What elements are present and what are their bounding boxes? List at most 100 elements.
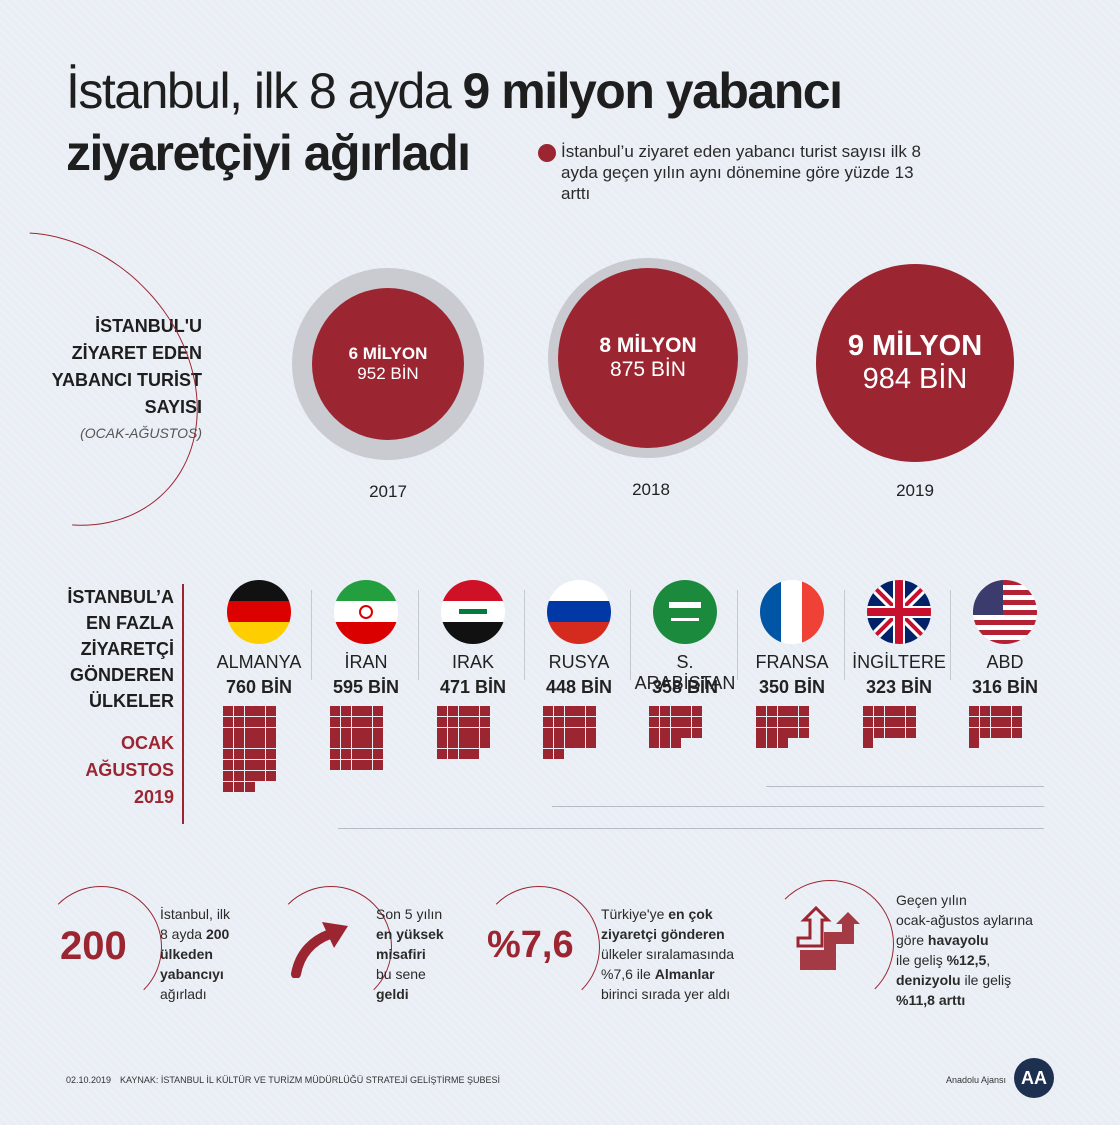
bar-square	[266, 716, 277, 727]
bar-square	[255, 727, 266, 738]
bar-square	[447, 738, 458, 749]
stat-text-2: Son 5 yılın en yüksek misafiri bu sene geldi	[376, 906, 444, 1002]
bubble-minor: 952 BİN	[357, 364, 419, 383]
bar-square	[895, 716, 906, 727]
bar-square	[649, 716, 659, 727]
bar-square	[906, 706, 917, 716]
country-name: S. ARABİSTAN	[634, 652, 736, 693]
bar-square	[575, 738, 586, 749]
bar-square	[649, 738, 659, 749]
bar-square	[469, 738, 480, 749]
bar-square	[873, 716, 884, 727]
stat-arc	[40, 886, 162, 1008]
bar-square	[659, 706, 670, 716]
bar-square	[373, 727, 384, 738]
bar-square	[990, 706, 1001, 716]
bar-square	[777, 727, 788, 738]
bar-square	[873, 727, 884, 738]
bar-square	[340, 760, 351, 770]
bar-square	[373, 738, 384, 749]
bar-square	[649, 706, 659, 716]
summary-bullet-icon	[538, 144, 556, 162]
column-divider	[418, 590, 419, 680]
bar-square	[266, 727, 277, 738]
bar-square	[670, 706, 681, 716]
bar-square	[330, 716, 340, 727]
bar-square	[564, 706, 575, 716]
bar-square	[586, 738, 597, 749]
country-value-label: 316 BİN	[971, 677, 1039, 697]
guide-line	[338, 828, 1044, 829]
stat-text-4: Geçen yılın ocak-ağustos aylarına göre hav…	[896, 892, 1033, 1008]
bar-square	[362, 760, 373, 770]
bar-square	[233, 760, 244, 770]
bar-square	[543, 706, 553, 716]
bar-square	[244, 749, 255, 760]
country-name: ABD	[986, 652, 1024, 672]
bar-square	[799, 716, 810, 727]
country-value-label: 350 BİN	[758, 677, 826, 697]
bar-square	[553, 738, 564, 749]
bar-square	[553, 706, 564, 716]
bar-square	[233, 716, 244, 727]
bar-square	[681, 706, 692, 716]
countries-label-line: ÜLKELER	[89, 691, 174, 711]
country-value-label: 471 BİN	[439, 677, 507, 697]
bar-square	[223, 706, 233, 716]
footer-date: 02.10.2019	[66, 1075, 112, 1085]
bar-square	[447, 716, 458, 727]
double-arrow-up-icon	[796, 906, 860, 970]
bar-square	[799, 706, 810, 716]
bar-square	[586, 706, 597, 716]
bar-square	[543, 727, 553, 738]
bar-square	[1001, 706, 1012, 716]
bar-square	[659, 727, 670, 738]
bar-square	[681, 727, 692, 738]
countries-label-line: EN FAZLA	[86, 613, 174, 633]
bar-square	[969, 727, 979, 738]
bubble-minor: 875 BİN	[610, 358, 686, 381]
bar-square	[777, 706, 788, 716]
bar-square	[575, 706, 586, 716]
bubble-2019: 9 MİLYON 984 BİN	[816, 264, 1014, 462]
footer-agency: Anadolu Ajansı	[946, 1075, 1007, 1085]
bar-square	[362, 749, 373, 760]
usa-flag-icon	[973, 580, 1037, 644]
bar-square	[863, 738, 873, 749]
germany-flag-icon	[227, 580, 291, 644]
stat-big-number: 200	[60, 924, 127, 968]
bar-square	[553, 749, 564, 760]
column-divider	[844, 590, 845, 680]
bar-square	[766, 706, 777, 716]
bar-square	[979, 706, 990, 716]
bar-square	[756, 716, 766, 727]
summary-text: İstanbul’u ziyaret eden yabancı turist s…	[561, 142, 922, 203]
bar-square	[863, 716, 873, 727]
bubble-2018: 8 MİLYON 875 BİN	[558, 268, 738, 448]
bar-square	[340, 727, 351, 738]
bar-square	[244, 727, 255, 738]
visitors-period: (OCAK-AĞUSTOS)	[80, 425, 202, 441]
bar-square	[692, 727, 703, 738]
bubble-minor: 984 BİN	[862, 363, 968, 395]
countries-label-line: GÖNDEREN	[69, 665, 174, 685]
bar-square	[863, 727, 873, 738]
aa-logo: AA	[1014, 1058, 1054, 1098]
bar-square	[692, 706, 703, 716]
bar-square	[553, 727, 564, 738]
bar-square	[788, 706, 799, 716]
bar-square	[766, 738, 777, 749]
title-regular: İstanbul, ilk 8 ayda	[66, 63, 452, 119]
bar-square	[330, 738, 340, 749]
bar-square	[266, 760, 277, 770]
bar-square	[437, 706, 447, 716]
bar-square	[777, 716, 788, 727]
bar-square	[255, 738, 266, 749]
bar-square	[255, 716, 266, 727]
bar-square	[437, 738, 447, 749]
bar-square	[799, 727, 810, 738]
country-name: İRAN	[344, 652, 388, 672]
bar-square	[223, 716, 233, 727]
bar-square	[266, 738, 277, 749]
visitors-label: İSTANBUL'U ZİYARET EDEN YABANCI TURİST S…	[40, 313, 202, 441]
